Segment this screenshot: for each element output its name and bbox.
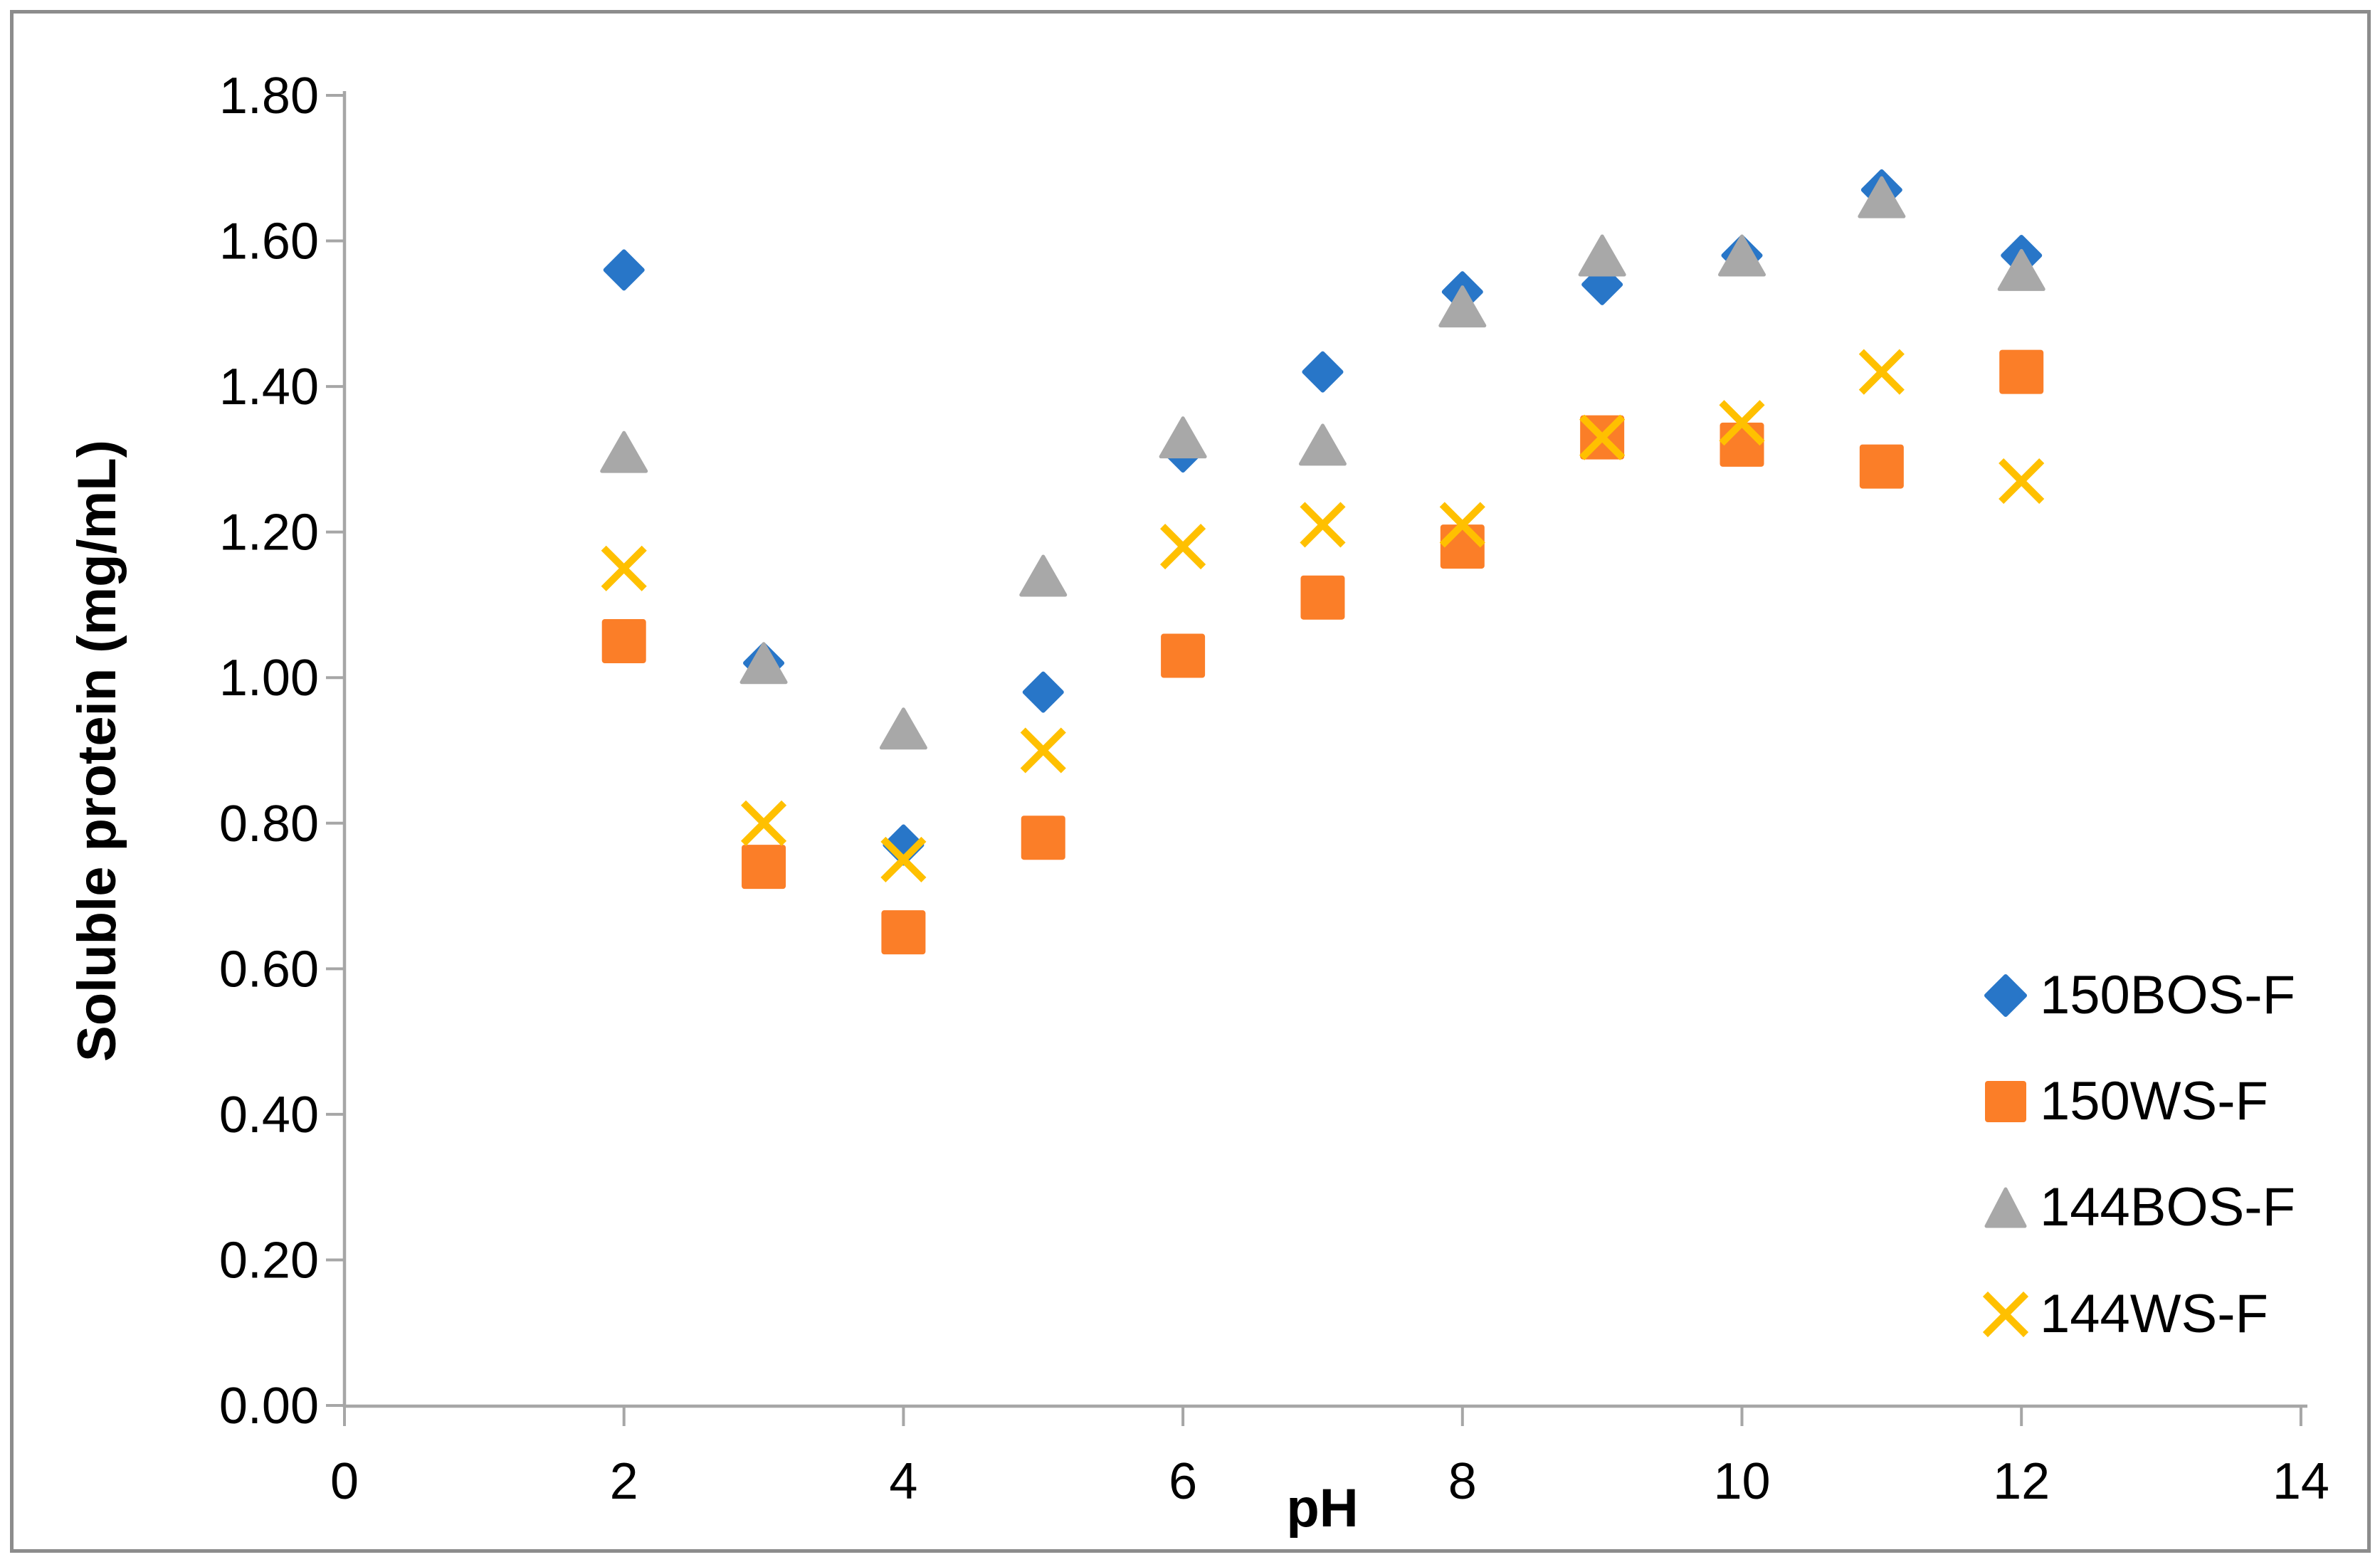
- data-point-x: [1439, 502, 1485, 548]
- legend-item-144bos-f: 144BOS-F: [1977, 1179, 2295, 1236]
- data-point-x: [1719, 400, 1765, 446]
- y-tick-label: 0.60: [219, 941, 319, 998]
- data-point-square: [1859, 444, 1904, 489]
- x-tick-label: 12: [1993, 1453, 2050, 1510]
- y-tick-label: 0.80: [219, 796, 319, 853]
- y-tick-label: 0.20: [219, 1232, 319, 1289]
- square-icon: [1985, 1081, 2026, 1122]
- data-point-x: [1999, 458, 2045, 505]
- data-point-square: [1720, 422, 1764, 467]
- data-point-triangle: [1159, 416, 1207, 459]
- y-tick-label: 1.60: [219, 213, 319, 270]
- data-point-triangle: [1298, 423, 1347, 466]
- x-tick-label: 14: [2273, 1453, 2329, 1510]
- data-point-x: [601, 545, 647, 591]
- data-point-triangle: [739, 642, 788, 685]
- data-point-x: [1579, 414, 1626, 460]
- data-point-triangle: [1997, 248, 2045, 291]
- diamond-icon: [1984, 974, 2027, 1017]
- legend-label: 150BOS-F: [2040, 965, 2296, 1025]
- data-point-square: [1161, 633, 1206, 678]
- axes-layer: 0.00 0.20 0.40 0.60 0.80 1.00 1.20 1.40 1.60 1.80…: [219, 68, 2329, 1510]
- data-point-triangle: [1019, 554, 1068, 597]
- data-point-x: [1858, 349, 1905, 395]
- data-point-square: [742, 845, 786, 890]
- data-point-square: [881, 910, 926, 955]
- data-point-x: [1160, 524, 1206, 570]
- triangle-icon: [1984, 1187, 2027, 1228]
- data-points-layer: [600, 169, 2045, 955]
- x-axis-title: pH: [1286, 1478, 1358, 1539]
- data-point-square: [1999, 349, 2044, 394]
- data-point-square: [1985, 1081, 2026, 1122]
- x-tick-label: 0: [330, 1453, 359, 1510]
- data-point-x: [1020, 727, 1066, 774]
- data-point-diamond: [1022, 671, 1064, 713]
- series-150WS-F: [601, 349, 2044, 955]
- x-tick-label: 6: [1169, 1453, 1197, 1510]
- data-point-x: [740, 800, 787, 846]
- y-axis-title: Soluble protein (mg/mL): [67, 440, 127, 1062]
- data-point-diamond: [603, 249, 645, 291]
- data-point-diamond: [1984, 974, 2027, 1017]
- y-tick-label: 1.40: [219, 359, 319, 416]
- x-tick-label: 4: [889, 1453, 917, 1510]
- legend-label: 144WS-F: [2040, 1284, 2268, 1344]
- data-point-square: [1021, 816, 1065, 860]
- legend-item-144ws-f: 144WS-F: [1977, 1286, 2268, 1343]
- data-point-triangle: [1438, 285, 1487, 328]
- legend-item-150ws-f: 150WS-F: [1977, 1073, 2268, 1130]
- x-tick-label: 10: [1713, 1453, 1770, 1510]
- data-point-x: [1982, 1291, 2029, 1338]
- series-150BOS-F: [603, 169, 2043, 866]
- data-point-x: [880, 836, 927, 882]
- data-point-diamond: [1302, 351, 1344, 393]
- data-point-triangle: [879, 707, 927, 750]
- chart-border: [10, 10, 2371, 1553]
- x-icon: [1982, 1291, 2029, 1338]
- y-tick-label: 0.00: [219, 1378, 319, 1435]
- legend-label: 150WS-F: [2040, 1071, 2268, 1131]
- data-point-x: [1300, 502, 1346, 548]
- y-tick-label: 0.40: [219, 1087, 319, 1144]
- data-point-triangle: [1858, 176, 1906, 218]
- series-144WS-F: [601, 349, 2045, 882]
- data-point-triangle: [600, 431, 648, 473]
- y-tick-label: 1.00: [219, 650, 319, 707]
- x-tick-label: 8: [1448, 1453, 1477, 1510]
- data-point-square: [1440, 524, 1485, 569]
- data-point-triangle: [1718, 234, 1766, 277]
- legend-label: 144BOS-F: [2040, 1177, 2296, 1238]
- legend-item-150bos-f: 150BOS-F: [1977, 967, 2295, 1024]
- data-point-triangle: [1578, 234, 1626, 277]
- x-tick-label: 2: [610, 1453, 638, 1510]
- data-point-square: [601, 619, 646, 664]
- series-144BOS-F: [600, 176, 2045, 750]
- y-tick-label: 1.80: [219, 68, 319, 125]
- data-point-triangle: [1984, 1187, 2027, 1228]
- data-point-square: [1300, 575, 1345, 620]
- y-tick-label: 1.20: [219, 505, 319, 561]
